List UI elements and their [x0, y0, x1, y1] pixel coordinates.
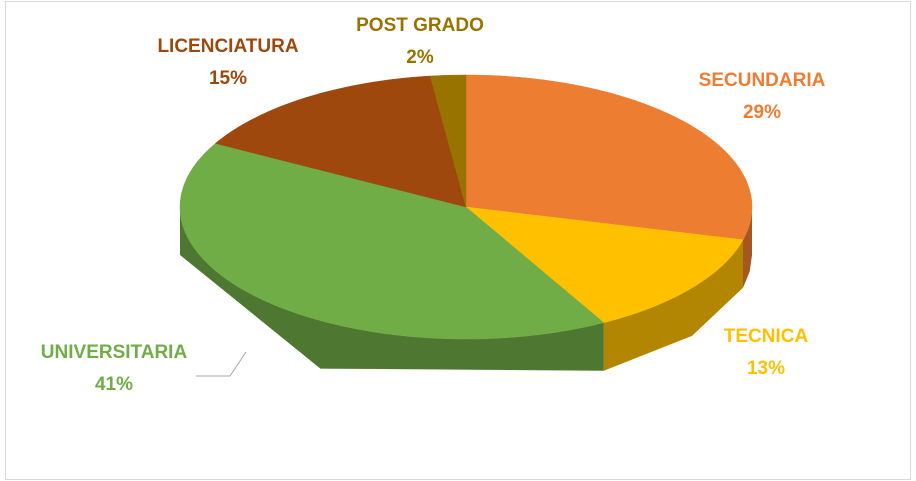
value-label: 41%	[95, 374, 133, 395]
side-shade	[743, 207, 752, 288]
value-label: 15%	[209, 68, 247, 89]
slice	[429, 74, 467, 208]
slice	[465, 206, 744, 323]
slice	[465, 74, 753, 241]
value-label: 13%	[747, 358, 785, 379]
leader-line	[196, 351, 247, 377]
value-label: 2%	[406, 47, 434, 68]
category-label: POST GRADO	[356, 15, 484, 36]
category-label: LICENCIATURA	[157, 36, 298, 57]
category-label: UNIVERSITARIA	[41, 342, 188, 363]
value-label: 29%	[743, 102, 781, 123]
slice	[179, 143, 605, 340]
slice-side	[603, 239, 743, 371]
slice	[214, 75, 467, 208]
slice-side	[743, 207, 752, 288]
category-label: SECUNDARIA	[699, 70, 826, 91]
side-shade	[603, 239, 743, 371]
category-label: TECNICA	[724, 326, 809, 347]
slice-side	[180, 207, 604, 371]
side-shade	[180, 207, 604, 371]
